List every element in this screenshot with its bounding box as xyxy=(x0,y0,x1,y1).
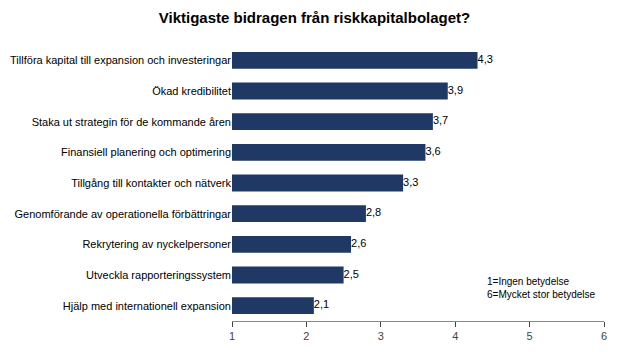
svg-text:4: 4 xyxy=(452,330,458,342)
svg-text:Rekrytering av nyckelpersoner: Rekrytering av nyckelpersoner xyxy=(82,238,231,250)
svg-text:4,3: 4,3 xyxy=(478,53,493,65)
svg-text:3: 3 xyxy=(378,330,384,342)
svg-text:Finansiell planering och optim: Finansiell planering och optimering xyxy=(61,146,231,158)
svg-text:2,5: 2,5 xyxy=(344,268,359,280)
svg-text:Viktigaste bidragen från riskk: Viktigaste bidragen från riskkapitalbola… xyxy=(159,9,470,26)
svg-text:Genomförande av operationella: Genomförande av operationella förbättrin… xyxy=(15,208,232,220)
svg-text:Tillföra kapital till expansio: Tillföra kapital till expansion och inve… xyxy=(10,54,231,66)
svg-text:Staka ut strategin för de komm: Staka ut strategin för de kommande åren xyxy=(32,116,231,128)
svg-text:5: 5 xyxy=(527,330,533,342)
svg-text:3,9: 3,9 xyxy=(448,84,463,96)
svg-text:Ökad kredibilitet: Ökad kredibilitet xyxy=(152,85,231,97)
svg-text:2,8: 2,8 xyxy=(366,206,381,218)
svg-text:Utveckla rapporteringssystem: Utveckla rapporteringssystem xyxy=(86,269,231,281)
svg-text:3,7: 3,7 xyxy=(433,114,448,126)
svg-text:2,6: 2,6 xyxy=(351,237,366,249)
svg-text:Tillgång till kontakter och nä: Tillgång till kontakter och nätverk xyxy=(71,177,231,189)
svg-text:6: 6 xyxy=(601,330,607,342)
svg-text:1: 1 xyxy=(229,330,235,342)
svg-text:1=Ingen betydelse6=Mycket stor: 1=Ingen betydelse6=Mycket stor betydelse xyxy=(487,276,596,300)
svg-text:2: 2 xyxy=(303,330,309,342)
svg-text:Hjälp med internationell expan: Hjälp med internationell expansion xyxy=(63,300,231,312)
svg-text:2,1: 2,1 xyxy=(314,298,329,310)
svg-text:3,3: 3,3 xyxy=(403,176,418,188)
svg-text:3,6: 3,6 xyxy=(425,145,440,157)
